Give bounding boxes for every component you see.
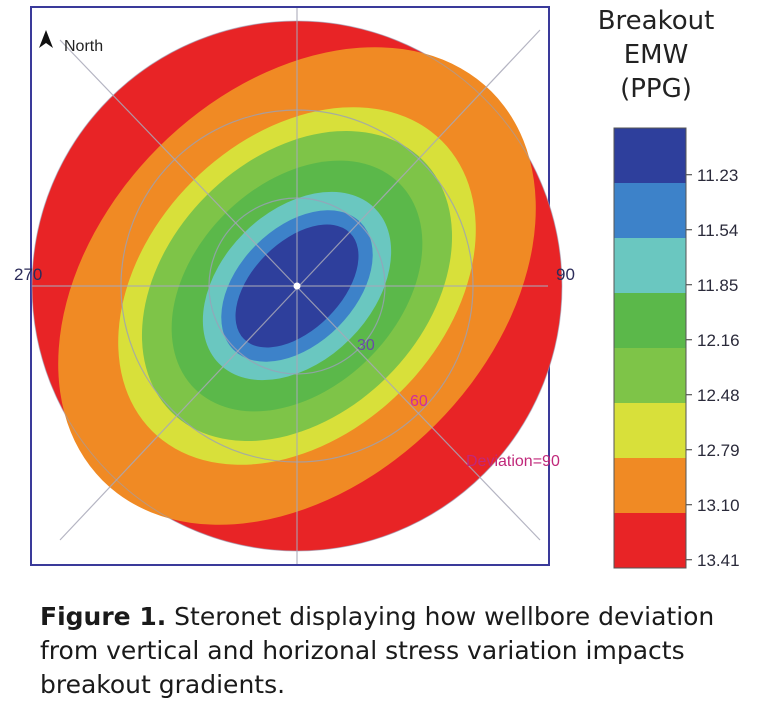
legend-value-label: 12.79 — [697, 441, 740, 460]
center-point — [293, 282, 301, 290]
caption-label: Figure 1. — [40, 602, 167, 631]
stereonet-chart: North 270 90 30 60 Deviation=90 11.2311.… — [14, 6, 740, 570]
legend-swatch-12-16 — [614, 293, 686, 349]
north-arrow-icon — [39, 30, 53, 48]
legend-border — [613, 127, 687, 569]
legend-value-label: 12.16 — [697, 331, 740, 350]
deviation-label-60: 60 — [410, 393, 428, 410]
legend-swatch-12-79 — [614, 403, 686, 459]
figure-caption: Figure 1. Steronet displaying how wellbo… — [40, 600, 740, 702]
legend-swatch-12-48 — [614, 348, 686, 404]
legend-swatch-11-54 — [614, 183, 686, 239]
grid-line-diagonal-1 — [59, 39, 541, 541]
deviation-label-30: 30 — [357, 337, 375, 354]
caption-text: Steronet displaying how wellbore deviati… — [40, 602, 715, 699]
legend-value-label: 11.54 — [697, 221, 738, 240]
legend-value-label: 11.23 — [697, 166, 738, 185]
legend-value-label: 12.48 — [697, 386, 740, 405]
legend-swatch-13-10 — [614, 458, 686, 514]
legend-value-label: 13.10 — [697, 496, 740, 515]
legend-swatch-13-41 — [614, 513, 686, 569]
legend-swatch-11-85 — [614, 238, 686, 294]
north-label: North — [64, 38, 103, 55]
legend-swatch-11-23 — [614, 128, 686, 184]
legend-value-label: 13.41 — [697, 551, 740, 570]
legend-title-line-2: EMW — [623, 40, 689, 70]
legend-title-line-3: (PPG) — [620, 74, 692, 104]
legend-value-label: 11.85 — [697, 276, 738, 295]
legend-title-line-1: Breakout — [597, 6, 715, 36]
legend-title: Breakout EMW (PPG) — [572, 4, 740, 106]
legend-colorbar: 11.23 11.54 11.85 12.16 12.48 12.79 13.10 13.41 — [613, 127, 740, 570]
azimuth-label-270: 270 — [14, 265, 42, 284]
azimuth-label-90: 90 — [556, 265, 575, 284]
deviation-label-90: Deviation=90 — [466, 453, 560, 470]
